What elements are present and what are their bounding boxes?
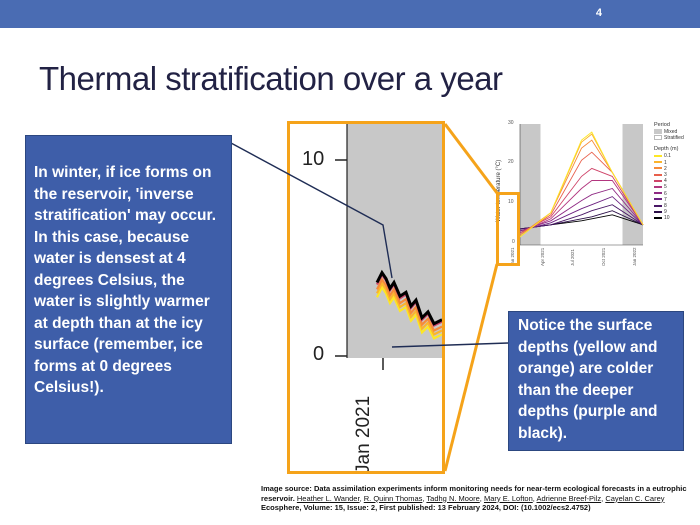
source-prefix: Image source:	[261, 484, 314, 493]
zoom-mixed-period-bg	[347, 124, 442, 358]
legend-depth-item: 10	[654, 215, 684, 221]
legend-depth-line	[654, 192, 662, 195]
legend-depth-line	[654, 173, 662, 176]
legend-depth-label: 6	[664, 190, 667, 197]
legend-depth-item: 5	[654, 184, 684, 190]
legend-period-title: Period	[654, 122, 670, 128]
legend-depth-line	[654, 185, 662, 188]
period-band-mixed	[520, 124, 541, 245]
legend-depth-label: 9	[664, 209, 667, 216]
source-author[interactable]: Heather L. Wander	[296, 493, 360, 503]
legend-depth-label: 8	[664, 202, 667, 209]
legend-depth-line	[654, 198, 662, 201]
legend-depth-line	[654, 204, 662, 207]
legend-depth-item: 6	[654, 191, 684, 197]
legend-depth-item: 9	[654, 209, 684, 215]
source-author[interactable]: R. Quinn Thomas	[363, 493, 423, 503]
legend-stratified: Stratified	[664, 135, 684, 142]
legend-depth-line	[654, 179, 662, 182]
slide-title: Thermal stratification over a year	[39, 60, 503, 97]
legend-depth-item: 0.1	[654, 153, 684, 159]
zoom-line-depth-10	[375, 269, 442, 326]
legend-depth-line	[654, 161, 662, 164]
legend-depth-label: 7	[664, 196, 667, 203]
top-bar: 4	[0, 0, 700, 28]
zoom-depth-lines	[375, 269, 442, 340]
legend-depth-label: 2	[664, 165, 667, 172]
legend-depth-label: 4	[664, 178, 667, 185]
full-year-chart: Water temperature (°C) 30 20 10 0 Jan 20…	[493, 114, 700, 274]
zoom-line-depth-1	[376, 281, 442, 336]
legend-depth-label: 5	[664, 184, 667, 191]
zoom-connector-top	[443, 123, 499, 194]
series-line-depth-7	[519, 196, 644, 232]
series-line-depth-8	[519, 204, 644, 230]
zoom-highlight-box	[496, 192, 520, 266]
legend-depth-item: 8	[654, 203, 684, 209]
legend-depth-line	[654, 155, 662, 158]
image-source-citation: Image source: Data assimilation experime…	[261, 484, 687, 512]
series-line-depth-4	[519, 167, 644, 234]
zoom-ytick-label-0: 0	[313, 343, 325, 365]
legend-depth-line	[654, 216, 662, 219]
full-year-plot	[519, 124, 644, 246]
legend-depth-label: 1	[664, 159, 667, 166]
legend-depth-item: 7	[654, 197, 684, 203]
inverse-stratification-callout: In winter, if ice forms on the reservoir…	[25, 135, 232, 444]
legend-depth-label: 10	[664, 215, 670, 222]
mini-ytick-30: 30	[508, 120, 514, 126]
legend-depth-title: Depth (m)	[654, 146, 679, 153]
legend-depth-item: 2	[654, 166, 684, 172]
mini-ytick-20: 20	[508, 159, 514, 165]
zoom-panel: 10 0 Jan 2021	[287, 121, 445, 474]
source-author[interactable]: Adrienne Breef-Pilz	[536, 493, 602, 503]
legend-depth-label: 3	[664, 171, 667, 178]
source-title: Data assimilation experiments inform mon…	[261, 484, 687, 503]
source-author[interactable]: Cayelan C. Carey	[605, 493, 665, 503]
legend-mixed-swatch	[654, 129, 662, 135]
chart-legend: Period Mixed Stratified Depth (m) 0.1 1 2 3…	[654, 122, 684, 221]
source-journal: Ecosphere, Volume: 15, Issue: 2, First p…	[261, 503, 591, 512]
zoom-line-depth-0.1	[376, 285, 442, 340]
left-callout-pointer	[230, 142, 393, 279]
source-author[interactable]: Mary E. Lofton	[483, 493, 533, 503]
legend-mixed: Mixed	[664, 129, 678, 135]
legend-depth-line	[654, 210, 662, 213]
source-author[interactable]: Tadhg N. Moore	[426, 493, 480, 503]
zoom-line-depth-2	[376, 277, 442, 332]
mini-ytick-0: 0	[512, 239, 515, 245]
mini-ytick-10: 10	[508, 199, 514, 205]
zoom-ytick-label-10: 10	[302, 148, 325, 170]
zoom-plot	[335, 124, 442, 370]
legend-stratified-swatch	[654, 135, 662, 141]
legend-depth-item: 1	[654, 160, 684, 166]
slide-number: 4	[595, 7, 602, 19]
series-line-depth-6	[519, 187, 644, 232]
right-callout-pointer	[391, 342, 509, 348]
surface-depths-callout: Notice the surface depths (yellow and or…	[508, 311, 684, 451]
legend-depth-line	[654, 167, 662, 170]
series-line-depth-0.1	[519, 131, 644, 238]
legend-depth-item: 3	[654, 172, 684, 178]
legend-depth-label: 0.1	[664, 153, 671, 160]
legend-depth-item: 4	[654, 178, 684, 184]
period-band-stratified	[540, 124, 623, 245]
series-line-depth-5	[519, 180, 644, 234]
zoom-connector-bottom	[443, 263, 499, 472]
